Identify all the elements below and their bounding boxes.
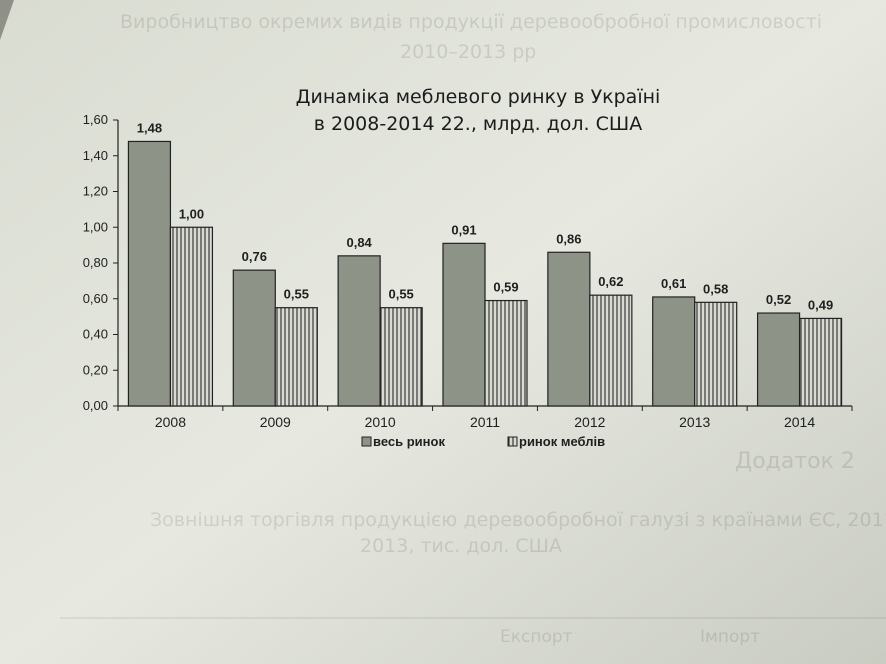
y-tick-label: 1,00 — [83, 219, 108, 234]
chart-legend: весь ринок ринок меблів — [361, 434, 605, 449]
data-label: 0,55 — [284, 287, 309, 302]
data-label: 0,55 — [388, 287, 413, 302]
bar-furniture-market — [484, 299, 528, 407]
bar-furniture-market — [169, 226, 214, 407]
y-tick-label: 1,20 — [83, 184, 108, 199]
x-category-label: 2010 — [365, 414, 396, 430]
x-category-label: 2013 — [679, 414, 710, 430]
data-label: 0,49 — [808, 297, 833, 312]
x-category-label: 2012 — [574, 414, 605, 430]
bar-total-market — [127, 140, 172, 407]
background-appendix-label: Додаток 2 — [735, 449, 855, 474]
legend-swatch-total-market — [361, 436, 372, 447]
data-label: 0,58 — [703, 281, 728, 296]
y-tick-label: 0,00 — [83, 398, 108, 413]
bar-total-market — [547, 251, 591, 407]
x-category-label: 2011 — [470, 414, 500, 430]
background-table-col-export: Експорт — [500, 627, 573, 647]
chart-title-line-2: в 2008-2014 22., млрд. дол. США — [314, 113, 642, 135]
background-bottom-heading-2: 2013, тис. дол. США — [360, 535, 562, 557]
background-top-heading: Виробництво окремих видів продукції дере… — [120, 11, 822, 33]
data-label: 0,84 — [346, 235, 372, 250]
chart-labels: 2008 1,48 1,00 2009 0,76 0,55 2010 0,84 0,55 2011… — [137, 120, 833, 430]
bar-furniture-market — [694, 301, 738, 407]
y-tick-label: 0,20 — [83, 362, 108, 377]
legend-swatch-furniture-market — [507, 436, 518, 447]
data-label: 0,59 — [493, 280, 518, 295]
background-bottom-heading-1: Зовнішня торгівля продукцією деревооброб… — [150, 509, 886, 531]
bar-total-market — [442, 242, 486, 407]
x-category-label: 2008 — [155, 414, 186, 430]
bar-furniture-market — [274, 307, 318, 407]
data-label: 1,48 — [137, 120, 162, 135]
bar-total-market — [652, 296, 696, 407]
bar-furniture-market — [379, 307, 423, 407]
data-label: 0,52 — [766, 292, 791, 307]
data-label: 0,62 — [598, 274, 623, 289]
y-tick-label: 0,80 — [83, 255, 108, 270]
bar-furniture-market — [589, 294, 633, 407]
y-tick-label: 1,60 — [83, 112, 108, 127]
data-label: 0,61 — [661, 276, 686, 291]
bar-furniture-market — [798, 317, 843, 407]
bar-total-market — [756, 312, 801, 407]
background-table-col-import: Імпорт — [700, 627, 760, 647]
chart-bars — [127, 140, 843, 407]
data-label: 0,91 — [451, 222, 476, 237]
chart-title-line-1: Динаміка меблевого ринку в Україні — [296, 86, 661, 108]
legend-label-furniture-market: ринок меблів — [519, 434, 605, 449]
y-tick-label: 0,60 — [83, 291, 108, 306]
y-tick-label: 0,40 — [83, 327, 108, 342]
data-label: 0,86 — [556, 231, 581, 246]
data-label: 0,76 — [242, 249, 267, 264]
background-top-subheading: 2010–2013 рр — [400, 41, 536, 63]
legend-label-total-market: весь ринок — [373, 434, 445, 449]
y-tick-label: 1,40 — [83, 148, 108, 163]
x-category-label: 2014 — [784, 414, 815, 430]
x-category-label: 2009 — [260, 414, 291, 430]
data-label: 1,00 — [179, 206, 204, 221]
bar-total-market — [337, 255, 381, 407]
bar-total-market — [232, 269, 276, 407]
